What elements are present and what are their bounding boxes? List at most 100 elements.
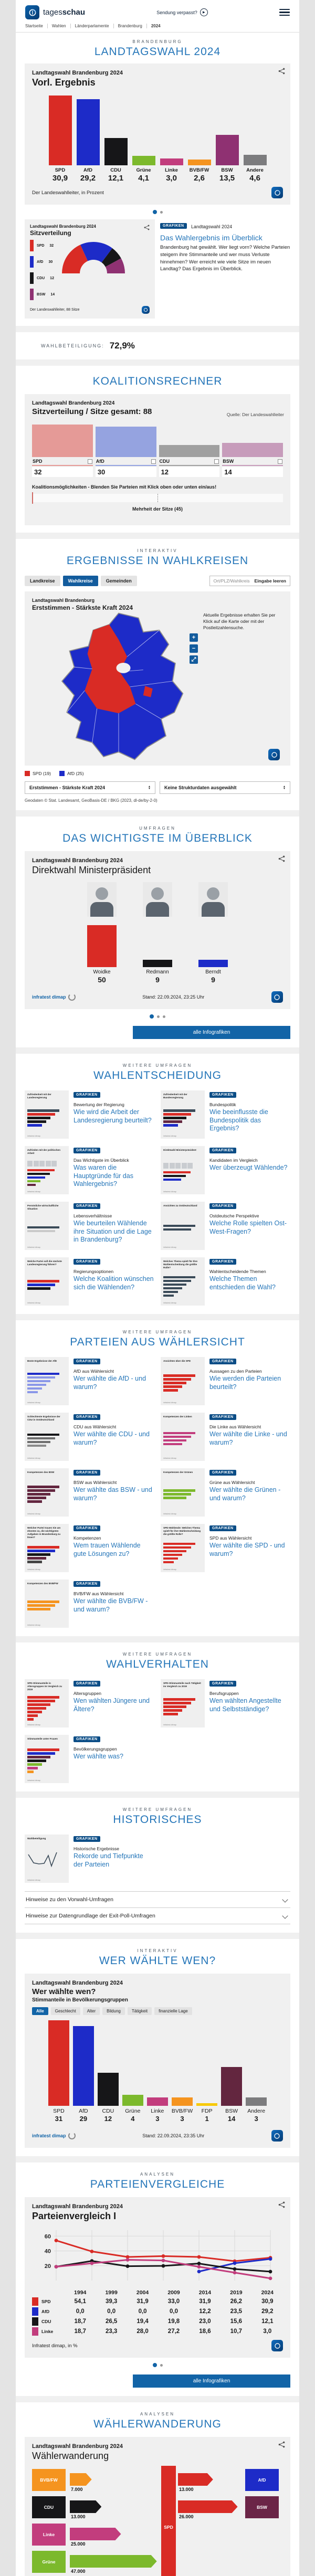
carousel-dots[interactable] <box>16 2358 299 2372</box>
overview-teaser[interactable]: GRAFIKEN Landtagswahl 2024 Das Wahlergeb… <box>160 219 290 319</box>
share-icon[interactable] <box>278 2201 285 2211</box>
teaser-headline[interactable]: Was waren die Hauptgründe für das Wahler… <box>74 1164 133 1188</box>
teaser-headline[interactable]: Wer wählte das BSW - und warum? <box>74 1486 152 1502</box>
breadcrumb-link[interactable]: 2024 <box>151 24 161 28</box>
teaser-item[interactable]: Direktwahl Ministerpräsident infratest di… <box>161 1146 290 1194</box>
teaser-item[interactable]: Stimmanteile unter Frauen infratest dimap… <box>25 1735 154 1783</box>
carousel-dots[interactable] <box>16 1009 299 1024</box>
teaser-item[interactable]: Schlechteste Ergebnisse der CDU in Ostde… <box>25 1413 154 1461</box>
accordion-row[interactable]: Hinweise zu den Vorwahl-Umfragen <box>25 1892 290 1908</box>
carousel-dot[interactable] <box>160 2363 163 2367</box>
tab-tätigkeit[interactable]: Tätigkeit <box>127 2007 152 2015</box>
tab-alle[interactable]: Alle <box>32 2007 48 2015</box>
teaser-item[interactable]: Welcher Partei trauen Sie am ehesten zu,… <box>25 1524 154 1572</box>
teaser-item[interactable]: Welches Thema spielt für Ihre Wahlentsch… <box>161 1257 290 1306</box>
koalition-party-column[interactable]: BSW 14 <box>222 425 283 477</box>
missed-broadcast-link[interactable]: Sendung verpasst? <box>156 9 197 15</box>
teaser-headline[interactable]: Wer wählte die Grünen - und warum? <box>209 1486 281 1502</box>
teaser-item[interactable]: SPD-Stimmanteile in Altersgruppen im Ver… <box>25 1679 154 1727</box>
carousel-dot[interactable] <box>157 1015 160 1018</box>
all-infographics-button[interactable]: alle Infografiken <box>133 1026 290 1039</box>
carousel-dot[interactable] <box>163 1015 165 1018</box>
teaser-headline[interactable]: Wer wählte die Linke - und warum? <box>209 1430 287 1446</box>
search-input[interactable]: Ort/PLZ/Wahlkreis Eingabe leeren <box>209 576 290 586</box>
tab-landkreise[interactable]: Landkreise <box>25 576 60 586</box>
koalition-bar[interactable] <box>95 427 156 457</box>
koalition-bar[interactable] <box>222 443 283 457</box>
party-checkbox[interactable] <box>214 459 219 464</box>
teaser-headline[interactable]: Wie wird die Arbeit der Landesregierung … <box>74 1108 152 1124</box>
map-metric-select[interactable]: Erststimmen - Stärkste Kraft 2024 ▲ ▼ <box>25 781 155 794</box>
teaser-headline[interactable]: Wer wählte die AfD - und warum? <box>74 1375 146 1391</box>
breadcrumb-link[interactable]: Wahlen <box>48 24 71 28</box>
breadcrumb-link[interactable]: Startseite <box>25 24 48 28</box>
koalition-party-column[interactable]: AfD 30 <box>95 425 156 477</box>
koalition-party-column[interactable]: SPD 32 <box>32 425 93 477</box>
carousel-dot[interactable] <box>150 1014 154 1019</box>
teaser-headline[interactable]: Welche Rolle spielten Ost-West-Fragen? <box>209 1220 287 1235</box>
party-checkbox[interactable] <box>151 459 156 464</box>
breadcrumb-link[interactable]: Brandenburg <box>114 24 147 28</box>
teaser-headline[interactable]: Wer wählte die SPD - und warum? <box>209 1542 285 1557</box>
koalition-party-column[interactable]: CDU 12 <box>159 425 220 477</box>
map-fullscreen-button[interactable]: ⤢ <box>190 655 198 664</box>
teaser-headline[interactable]: Welche Koalition wünschen sich die Wähle… <box>74 1275 154 1291</box>
tab-alter[interactable]: Alter <box>82 2007 100 2015</box>
menu-icon[interactable] <box>279 8 290 16</box>
teaser-headline[interactable]: Wie beurteilen Wählende ihre Situation u… <box>74 1220 152 1244</box>
teaser-item[interactable]: Persönliche wirtschaftliche Situation inf… <box>25 1202 154 1250</box>
carousel-dot[interactable] <box>152 210 157 214</box>
share-icon[interactable] <box>278 2441 285 2451</box>
teaser-headline[interactable]: Wie beeinflusste die Bundespolitik das E… <box>209 1108 268 1132</box>
carousel-dot[interactable] <box>160 210 163 214</box>
share-icon[interactable] <box>144 224 150 233</box>
map-zoom-in-button[interactable]: + <box>190 633 198 642</box>
party-checkbox[interactable] <box>87 459 92 464</box>
carousel-dot[interactable] <box>152 2363 157 2367</box>
teaser-headline[interactable]: Wer wählte die BVB/FW - und warum? <box>74 1597 148 1613</box>
breadcrumb-link[interactable]: Länderparlamente <box>71 24 114 28</box>
tab-geschlecht[interactable]: Geschlecht <box>50 2007 80 2015</box>
all-infographics-button[interactable]: alle Infografiken <box>133 2374 290 2388</box>
party-checkbox[interactable] <box>278 459 282 464</box>
teaser-item[interactable]: Welche Partei soll die nächste Landesreg… <box>25 1257 154 1306</box>
teaser-item[interactable]: Zufriedenheit mit der Landesregierung inf… <box>25 1090 154 1139</box>
tab-bildung[interactable]: Bildung <box>102 2007 125 2015</box>
teaser-headline[interactable]: Wer wählte die CDU - und warum? <box>74 1430 150 1446</box>
teaser-headline[interactable]: Wen wählten Jüngere und Ältere? <box>74 1697 150 1713</box>
teaser-item[interactable]: Ansichten zu Ostdeutschland infratest dim… <box>161 1202 290 1250</box>
tab-finanzielle-lage[interactable]: finanzielle Lage <box>154 2007 192 2015</box>
teaser-headline[interactable]: Wer wählte was? <box>74 1753 123 1760</box>
teaser-headline[interactable]: Das Wahlergebnis im Überblick <box>160 234 262 242</box>
map-zoom-out-button[interactable]: − <box>190 644 198 653</box>
teaser-item[interactable]: SPD-Stimmanteile nach Tätigkeit im Vergl… <box>161 1679 290 1727</box>
teaser-item[interactable]: Kompetenzen der Grünen infratest dimap GRA… <box>161 1468 290 1517</box>
search-clear-button[interactable]: Eingabe leeren <box>254 578 286 584</box>
teaser-item[interactable]: SPD-Wählende: Welches Thema spielt für i… <box>161 1524 290 1572</box>
teaser-item[interactable]: Zufriedenheit mit der Bundesregierung inf… <box>161 1090 290 1139</box>
map-structure-select[interactable]: Keine Strukturdaten ausgewählt ▲ ▼ <box>160 781 290 794</box>
tab-gemeinden[interactable]: Gemeinden <box>100 576 137 586</box>
teaser-item[interactable]: Ansichten über die SPD infratest dimap GRA… <box>161 1357 290 1405</box>
koalition-bar[interactable] <box>32 425 93 457</box>
share-icon[interactable] <box>278 68 285 77</box>
teaser-headline[interactable]: Welche Themen entschieden die Wahl? <box>209 1275 276 1291</box>
teaser-headline[interactable]: Wie werden die Parteien beurteilt? <box>209 1375 281 1391</box>
teaser-item[interactable]: Kompetenzen der Linken infratest dimap GRA… <box>161 1413 290 1461</box>
teaser-item[interactable]: Zufrieden mit der politischen Arbeit infr… <box>25 1146 154 1194</box>
teaser-headline[interactable]: Wer überzeugt Wählende? <box>209 1164 288 1171</box>
tab-wahlkreise[interactable]: Wahlkreise <box>62 576 98 586</box>
teaser-item[interactable]: Kompetenzen des BSW infratest dimap GRAFIK… <box>25 1468 154 1517</box>
teaser-item[interactable]: Beste Ergebnisse der AfD infratest dimap G… <box>25 1357 154 1405</box>
koalition-bar[interactable] <box>159 445 220 457</box>
teaser-headline[interactable]: Wen wählten Angestellte und Selbstständi… <box>209 1697 281 1713</box>
teaser-headline[interactable]: Rekorde und Tiefpunkte der Parteien <box>74 1852 143 1868</box>
accordion-row[interactable]: Hinweise zur Datengrundlage der Exit-Pol… <box>25 1908 290 1924</box>
brandenburg-map[interactable] <box>48 611 190 761</box>
teaser-headline[interactable]: Wem trauen Wählende gute Lösungen zu? <box>74 1542 141 1557</box>
carousel-dots[interactable] <box>16 205 299 219</box>
teaser-item[interactable]: Wahlbeteiligung infratest dimap GRAFIKEN Hi… <box>25 1835 154 1883</box>
play-icon[interactable]: ▶ <box>200 8 208 16</box>
teaser-item[interactable]: Kompetenzen des BVB/FW infratest dimap GRA… <box>25 1579 154 1628</box>
tagesschau-logo[interactable]: tagesschau <box>25 5 85 19</box>
